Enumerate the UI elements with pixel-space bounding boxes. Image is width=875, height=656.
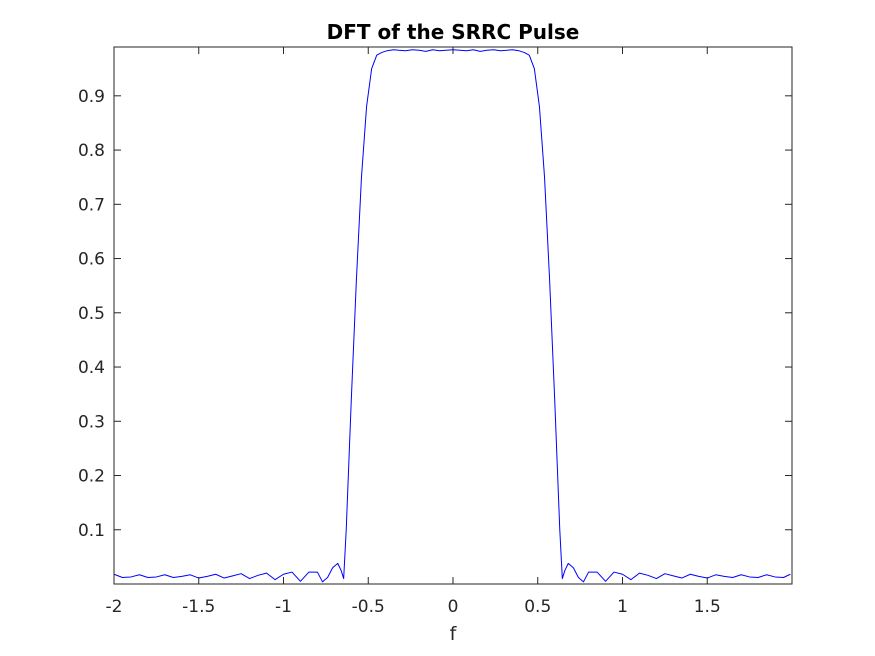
x-tick-label: -1.5 [182,597,215,617]
x-tick-label: 0.5 [524,597,551,617]
x-axis-label: f [450,623,458,645]
y-tick-label: 0.7 [78,195,105,215]
plot-area [114,47,792,584]
x-tick-label: -0.5 [352,597,385,617]
y-tick-label: 0.6 [78,250,105,270]
x-ticks: -2 -1.5 -1 -0.5 0 0.5 1 1.5 [106,47,721,617]
x-tick-label: 1 [617,597,628,617]
x-tick-label: 0 [448,597,459,617]
y-tick-label: 0.4 [78,358,105,378]
x-tick-label: -1 [275,597,292,617]
x-tick-label: -2 [106,597,123,617]
y-tick-label: 0.2 [78,467,105,487]
y-tick-label: 0.9 [78,87,105,107]
y-tick-label: 0.1 [78,521,105,541]
y-ticks: 0.1 0.2 0.3 0.4 0.5 0.6 0.7 0.8 0.9 [78,87,792,541]
x-tick-label: 1.5 [694,597,721,617]
y-tick-label: 0.5 [78,304,105,324]
y-tick-label: 0.8 [78,141,105,161]
chart-title: DFT of the SRRC Pulse [327,20,580,44]
y-tick-label: 0.3 [78,412,105,432]
